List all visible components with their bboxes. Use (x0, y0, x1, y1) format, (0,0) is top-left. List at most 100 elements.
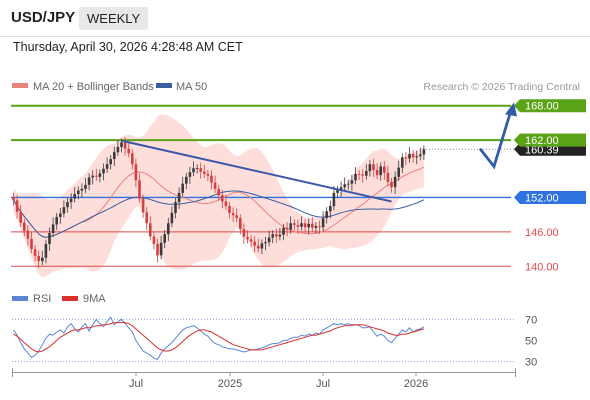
level-tag-shape (514, 133, 586, 147)
candle-body (91, 175, 94, 178)
symbol-label: USD/JPY (11, 9, 76, 26)
candle-body (51, 224, 55, 234)
ma20-swatch (12, 83, 28, 88)
ma50-swatch (156, 83, 172, 88)
candle-body (152, 236, 156, 244)
rsi-ma-line (13, 322, 425, 353)
level-tag-text: 168.00 (525, 101, 559, 113)
rsi-legend: RSI 9MA (12, 293, 106, 305)
level-tag-shape (514, 190, 586, 204)
candle-body (260, 243, 264, 249)
rsi-tick-label: 50 (525, 335, 537, 347)
candle-body (55, 216, 58, 225)
candle-body (228, 206, 231, 213)
candle-body (336, 190, 339, 193)
candle-body (325, 211, 328, 219)
candle-body (321, 218, 325, 228)
rsi-swatch (12, 296, 28, 301)
candle-body (411, 153, 415, 158)
candle-body (282, 227, 285, 235)
candle-body (404, 157, 408, 159)
candle-body (300, 223, 303, 227)
candle-body (303, 223, 307, 228)
candle-body (267, 237, 271, 243)
candle-body (390, 181, 393, 188)
candle-body (145, 212, 148, 224)
candle-body (397, 167, 400, 177)
candle-body (98, 173, 102, 177)
candle-body (48, 233, 51, 244)
candle-body (170, 212, 174, 224)
candle-body (332, 192, 336, 207)
candle-body (138, 180, 141, 199)
candle-body (249, 239, 253, 242)
candle-body (372, 164, 375, 170)
datetime-label: Thursday, April 30, 2026 4:28:48 AM CET (13, 40, 243, 54)
candle-body (203, 171, 206, 174)
rsi-ma-legend-label: 9MA (83, 293, 106, 305)
candle-body (44, 243, 48, 258)
candle-body (141, 198, 145, 213)
time-tick-label: 2026 (404, 378, 428, 390)
rsi-panel: 30 50 70 (12, 314, 537, 368)
level-tag-162-00-front: 162.00 (514, 133, 586, 147)
candle-body (357, 173, 361, 175)
candle-body (149, 223, 152, 237)
candle-body (264, 242, 267, 244)
candle-body (123, 142, 127, 149)
rsi-line (13, 316, 425, 360)
candle-body (26, 230, 30, 239)
candle-body (174, 202, 177, 213)
ma20-legend-label: MA 20 + Bollinger Bands (33, 81, 154, 93)
candle-body (156, 243, 159, 256)
candle-body (195, 168, 199, 170)
time-tick-label: 2025 (218, 378, 242, 390)
candle-body (167, 223, 170, 235)
candle-body (239, 218, 242, 229)
candle-body (192, 168, 195, 173)
candle-body (69, 198, 73, 203)
candle-body (188, 172, 192, 177)
candle-body (199, 168, 202, 172)
candle-body (339, 187, 343, 191)
price-panel: 168.00162.00152.00146.00140.00160.39162.… (11, 99, 586, 278)
candle-body (210, 175, 213, 183)
candle-body (87, 177, 91, 185)
candle-body (95, 175, 98, 177)
candle-body (379, 166, 382, 176)
candle-body (105, 164, 109, 169)
candle-body (163, 234, 166, 243)
candle-body (62, 207, 66, 214)
candle-body (159, 242, 163, 256)
level-tag-shape (514, 99, 586, 113)
candle-body (113, 152, 116, 160)
candle-body (33, 249, 37, 256)
candle-body (314, 226, 318, 228)
candle-body (77, 190, 80, 195)
top-bar: USD/JPY WEEKLY (0, 0, 590, 36)
candle-body (278, 234, 282, 237)
candle-body (401, 157, 404, 168)
timeframe-button[interactable]: WEEKLY (79, 7, 149, 30)
candle-body (311, 223, 314, 228)
candle-body (368, 164, 372, 172)
candle-body (30, 238, 33, 250)
candle-body (181, 183, 184, 193)
level-tag-168-00: 168.00 (514, 99, 586, 113)
candle-body (19, 211, 22, 223)
rsi-legend-label: RSI (33, 293, 51, 305)
level-tag-text: 152.00 (525, 192, 559, 204)
candle-body (347, 183, 350, 185)
candle-body (206, 173, 210, 176)
candle-body (127, 148, 130, 154)
candle-body (257, 245, 260, 249)
candle-body (275, 234, 278, 237)
candle-body (23, 222, 26, 231)
candle-body (246, 237, 249, 240)
candle-body (318, 226, 321, 228)
candle-body (59, 213, 62, 217)
candle-body (177, 192, 181, 203)
candle-body (329, 206, 332, 212)
